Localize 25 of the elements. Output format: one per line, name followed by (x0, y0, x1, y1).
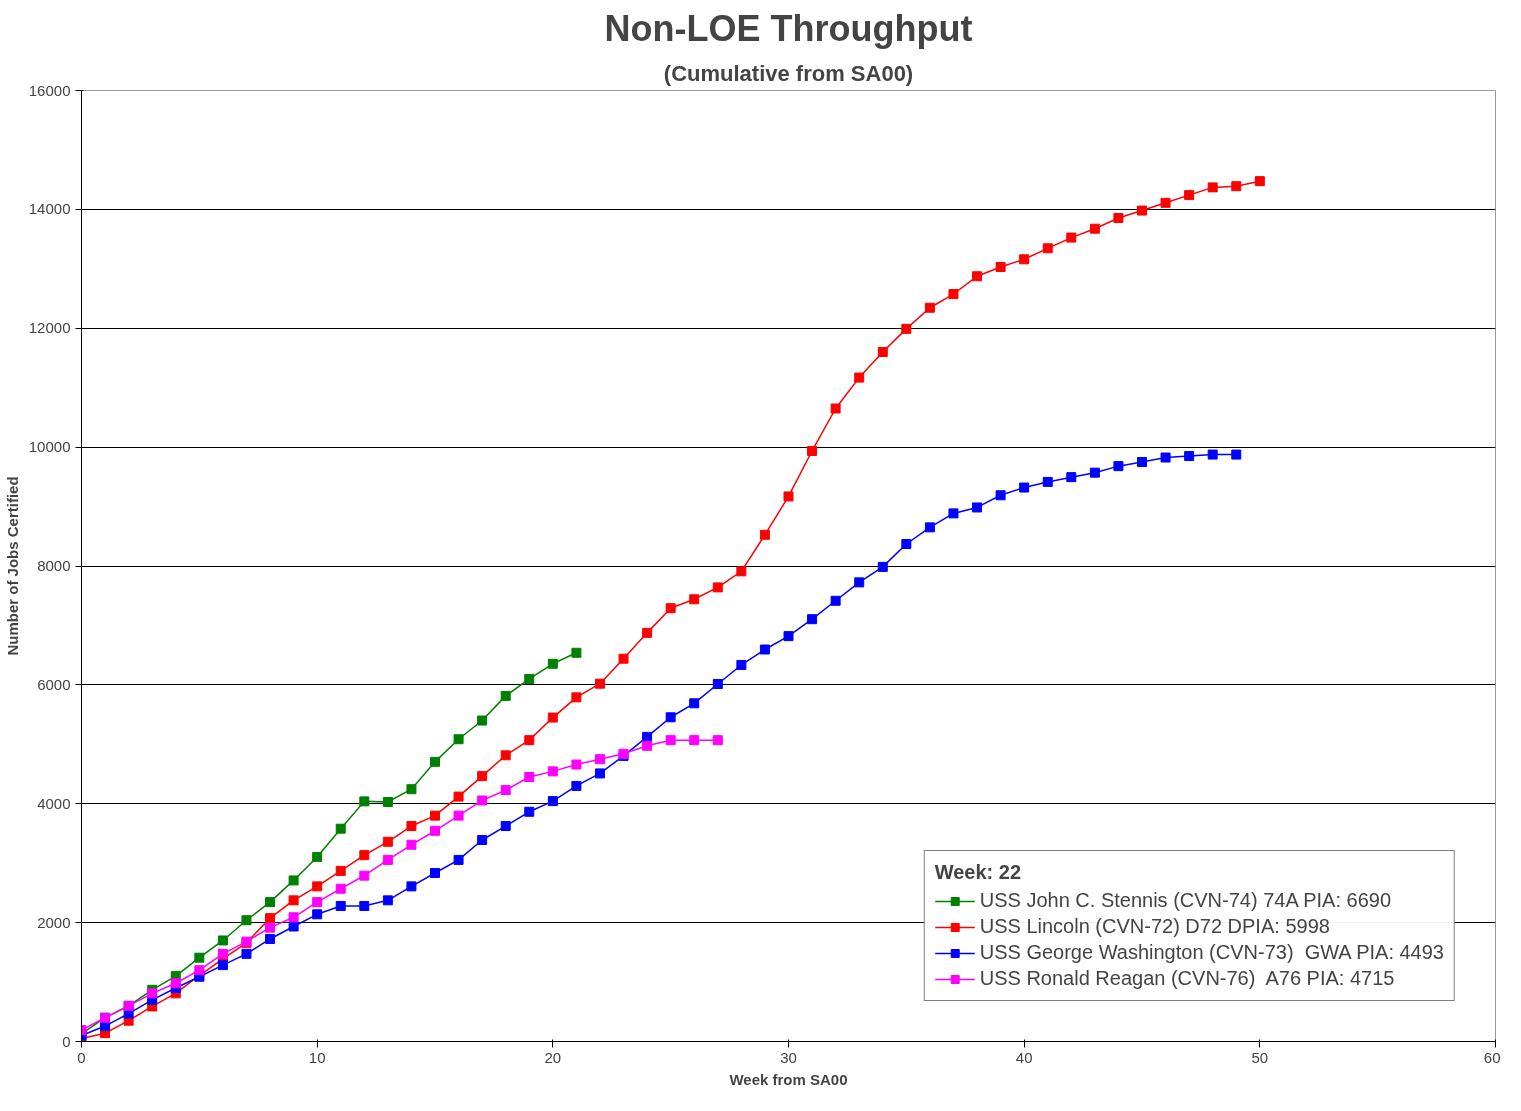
chart-subtitle: (Cumulative from SA00) (663, 60, 914, 86)
y-tick-label: 2000 (37, 913, 71, 931)
legend-title: Week: 22 (934, 861, 1023, 884)
y-axis-title: Number of Jobs Certified (3, 476, 21, 656)
x-tick-label: 60 (1483, 1048, 1501, 1066)
y-tick-label: 14000 (28, 200, 71, 218)
y-tick-label: 10000 (28, 438, 71, 456)
chart-title: Non-LOE Throughput (604, 7, 973, 49)
y-tick-label: 8000 (37, 557, 71, 574)
legend-label: USS John C. Stennis (CVN-74) 74A PIA: 6690 (979, 889, 1392, 912)
x-tick-label: 30 (780, 1048, 797, 1066)
y-tick-label: 0 (62, 1032, 71, 1050)
legend-label: USS George Washington (CVN-73) GWA PIA: 4493 (979, 941, 1444, 964)
legend-label: USS Ronald Reagan (CVN-76) A76 PIA: 4715 (979, 967, 1395, 990)
y-tick-label: 12000 (28, 319, 71, 337)
x-tick-label: 10 (308, 1048, 326, 1066)
x-axis-title: Week from SA00 (729, 1070, 848, 1088)
x-tick-label: 0 (77, 1048, 86, 1066)
x-tick-label: 40 (1015, 1048, 1033, 1066)
x-tick-label: 50 (1251, 1048, 1269, 1066)
legend-label: USS Lincoln (CVN-72) D72 DPIA: 5998 (979, 915, 1330, 938)
y-tick-label: 4000 (37, 794, 71, 812)
x-tick-label: 20 (544, 1048, 562, 1066)
y-tick-label: 16000 (28, 81, 71, 99)
y-tick-label: 6000 (37, 675, 71, 693)
